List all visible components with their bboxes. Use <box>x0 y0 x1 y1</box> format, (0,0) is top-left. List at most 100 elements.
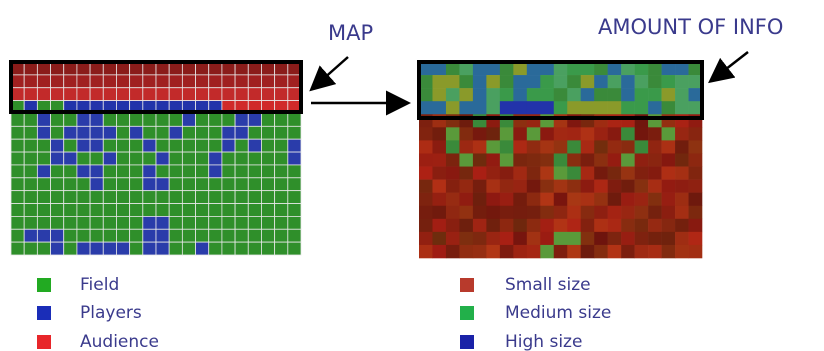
cell <box>235 178 248 191</box>
cell <box>608 140 622 153</box>
cell <box>130 229 143 242</box>
cell <box>513 193 527 206</box>
cell <box>169 152 182 165</box>
cell <box>554 127 568 140</box>
cell <box>527 219 541 232</box>
cell <box>662 75 676 88</box>
cell <box>235 88 248 101</box>
cell <box>209 165 222 178</box>
cell <box>209 216 222 229</box>
cell <box>37 165 50 178</box>
cell <box>64 139 77 152</box>
cell <box>51 126 64 139</box>
cell <box>486 167 500 180</box>
cell <box>11 126 24 139</box>
cell <box>90 113 103 126</box>
cell <box>261 152 274 165</box>
cell <box>196 191 209 204</box>
cell <box>486 88 500 101</box>
cell <box>156 216 169 229</box>
cell <box>473 140 487 153</box>
cell <box>635 219 649 232</box>
cell <box>222 126 235 139</box>
cell <box>419 62 433 75</box>
cell <box>459 232 473 245</box>
cell <box>37 242 50 255</box>
cell <box>608 127 622 140</box>
cell <box>513 127 527 140</box>
cell <box>24 178 37 191</box>
cell <box>77 178 90 191</box>
cell <box>675 206 689 219</box>
cell <box>90 139 103 152</box>
cell <box>581 101 595 114</box>
cell <box>662 180 676 193</box>
cell <box>567 245 581 258</box>
cell <box>51 191 64 204</box>
cell <box>261 126 274 139</box>
cell <box>130 216 143 229</box>
cell <box>11 242 24 255</box>
cell <box>689 232 703 245</box>
cell <box>37 229 50 242</box>
cell <box>90 126 103 139</box>
cell <box>130 88 143 101</box>
cell <box>169 126 182 139</box>
cell <box>248 113 261 126</box>
cell <box>594 75 608 88</box>
cell <box>419 180 433 193</box>
arrow <box>313 57 348 88</box>
cell <box>608 153 622 166</box>
cell <box>419 127 433 140</box>
cell <box>116 88 129 101</box>
cell <box>540 101 554 114</box>
cell <box>419 232 433 245</box>
cell <box>261 75 274 88</box>
cell <box>90 152 103 165</box>
cell <box>527 232 541 245</box>
cell <box>567 193 581 206</box>
cell <box>473 219 487 232</box>
cell <box>156 113 169 126</box>
cell <box>540 180 554 193</box>
cell <box>51 229 64 242</box>
cell <box>689 140 703 153</box>
cell <box>419 219 433 232</box>
cell <box>635 206 649 219</box>
cell <box>222 152 235 165</box>
cell <box>248 126 261 139</box>
cell <box>689 153 703 166</box>
legend-text: Audience <box>80 332 159 351</box>
cell <box>77 88 90 101</box>
cell <box>621 127 635 140</box>
cell <box>37 152 50 165</box>
cell <box>500 153 514 166</box>
legend-swatch <box>37 306 51 320</box>
cell <box>235 191 248 204</box>
cell <box>116 152 129 165</box>
cell <box>662 245 676 258</box>
cell <box>77 191 90 204</box>
cell <box>235 242 248 255</box>
cell <box>130 152 143 165</box>
cell <box>567 101 581 114</box>
cell <box>486 101 500 114</box>
cell <box>581 245 595 258</box>
cell <box>554 219 568 232</box>
legend-swatch <box>37 278 51 292</box>
cell <box>51 242 64 255</box>
cell <box>11 165 24 178</box>
page: MAP AMOUNT OF INFO Field Players Audienc… <box>0 0 824 351</box>
cell <box>275 165 288 178</box>
cell <box>116 216 129 229</box>
legend-swatch <box>460 278 474 292</box>
legend-swatch <box>460 306 474 320</box>
cell <box>635 140 649 153</box>
cell <box>486 206 500 219</box>
cell <box>581 180 595 193</box>
cell <box>554 88 568 101</box>
cell <box>635 232 649 245</box>
cell <box>581 88 595 101</box>
cell <box>513 62 527 75</box>
cell <box>143 191 156 204</box>
